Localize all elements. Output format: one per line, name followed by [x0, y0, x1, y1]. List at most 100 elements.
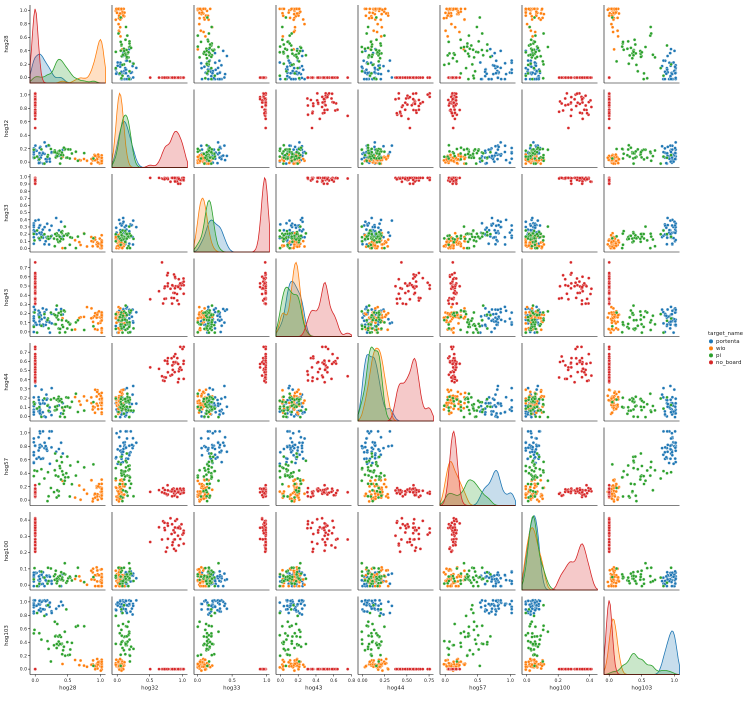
point-no_board-21 — [569, 108, 574, 112]
point-no_board-16 — [428, 75, 432, 80]
point-pi-29 — [476, 149, 480, 153]
point-pi-25 — [377, 317, 382, 322]
point-no_board-39 — [176, 285, 180, 289]
point-no_board-22 — [588, 98, 593, 103]
point-pi-13 — [60, 150, 64, 155]
point-portenta-2 — [199, 66, 204, 70]
point-pi-20 — [210, 320, 214, 324]
point-pi-28 — [119, 233, 124, 237]
point-portenta-35 — [37, 151, 42, 155]
point-pi-26 — [360, 161, 364, 166]
point-wio-30 — [462, 246, 466, 250]
point-pi-35 — [531, 151, 535, 155]
point-portenta-20 — [213, 61, 217, 65]
point-pi-25 — [533, 317, 537, 322]
point-no_board-3 — [175, 356, 179, 360]
point-wio-38 — [100, 159, 104, 163]
point-wio-39 — [378, 7, 382, 11]
point-portenta-37 — [48, 330, 52, 335]
point-pi-32 — [278, 246, 282, 250]
point-pi-17 — [643, 224, 648, 229]
point-pi-12 — [42, 396, 47, 401]
point-pi-2 — [541, 153, 546, 157]
point-wio-27 — [114, 235, 118, 239]
point-no_board-31 — [452, 101, 456, 105]
point-portenta-31 — [485, 226, 489, 230]
point-portenta-20 — [369, 61, 373, 65]
point-pi-17 — [216, 148, 221, 152]
point-portenta-11 — [32, 330, 36, 334]
point-pi-38 — [488, 232, 493, 236]
point-wio-29 — [364, 312, 368, 317]
point-no_board-31 — [452, 291, 456, 295]
point-pi-30 — [46, 409, 51, 413]
point-pi-16 — [379, 326, 384, 331]
point-no_board-35 — [33, 126, 37, 130]
point-no_board-20 — [177, 177, 181, 181]
point-portenta-36 — [32, 410, 36, 414]
point-pi-18 — [283, 148, 287, 152]
point-wio-21 — [121, 388, 125, 392]
point-pi-25 — [290, 240, 295, 244]
point-wio-31 — [375, 30, 379, 34]
point-no_board-31 — [576, 101, 580, 105]
point-pi-21 — [119, 397, 123, 401]
point-wio-33 — [295, 11, 299, 16]
point-pi-32 — [278, 147, 282, 151]
point-pi-31 — [369, 40, 373, 44]
point-portenta-26 — [496, 76, 500, 80]
point-pi-29 — [207, 50, 211, 54]
panel-hog33-vs-hog57 — [439, 174, 516, 253]
point-pi-38 — [535, 313, 539, 317]
point-pi-22 — [91, 236, 96, 240]
point-pi-15 — [127, 69, 132, 73]
point-no_board-37 — [607, 297, 611, 301]
point-pi-14 — [54, 322, 58, 326]
point-pi-26 — [360, 239, 364, 243]
point-pi-38 — [639, 150, 643, 154]
point-pi-24 — [614, 310, 619, 315]
point-pi-0 — [82, 328, 86, 332]
point-portenta-29 — [538, 223, 542, 228]
point-pi-0 — [475, 25, 479, 29]
point-portenta-7 — [503, 61, 507, 65]
point-portenta-23 — [531, 140, 536, 145]
point-pi-33 — [524, 154, 528, 159]
point-no_board-11 — [306, 113, 310, 117]
point-portenta-18 — [287, 218, 292, 223]
point-pi-29 — [640, 330, 644, 335]
point-no_board-13 — [182, 359, 186, 363]
point-pi-31 — [68, 322, 72, 327]
point-wio-14 — [96, 160, 100, 165]
point-wio-34 — [367, 10, 372, 15]
point-portenta-35 — [210, 71, 215, 75]
point-wio-36 — [462, 157, 467, 161]
point-pi-37 — [119, 76, 124, 80]
point-pi-32 — [535, 330, 539, 334]
point-pi-12 — [464, 66, 468, 70]
point-portenta-31 — [215, 161, 220, 165]
panel-hog44-vs-hog28 — [29, 343, 106, 422]
ytick-label-hog33: 0.0 — [20, 246, 27, 252]
point-wio-18 — [85, 159, 89, 163]
point-pi-9 — [288, 33, 292, 38]
point-wio-33 — [95, 390, 99, 394]
point-pi-29 — [476, 234, 480, 239]
point-pi-26 — [58, 161, 62, 166]
point-no_board-4 — [451, 302, 455, 306]
point-no_board-3 — [309, 98, 313, 102]
point-pi-25 — [466, 240, 470, 244]
point-portenta-38 — [41, 151, 45, 155]
point-pi-30 — [205, 62, 209, 66]
point-portenta-27 — [492, 235, 496, 240]
point-portenta-6 — [508, 317, 512, 321]
point-portenta-18 — [131, 75, 135, 80]
point-no_board-25 — [574, 296, 578, 300]
point-no_board-27 — [413, 291, 417, 295]
point-pi-33 — [524, 74, 528, 78]
point-portenta-12 — [121, 220, 126, 224]
point-portenta-37 — [278, 60, 282, 65]
point-no_board-2 — [346, 114, 350, 118]
point-pi-37 — [297, 156, 301, 160]
point-portenta-2 — [665, 242, 669, 246]
